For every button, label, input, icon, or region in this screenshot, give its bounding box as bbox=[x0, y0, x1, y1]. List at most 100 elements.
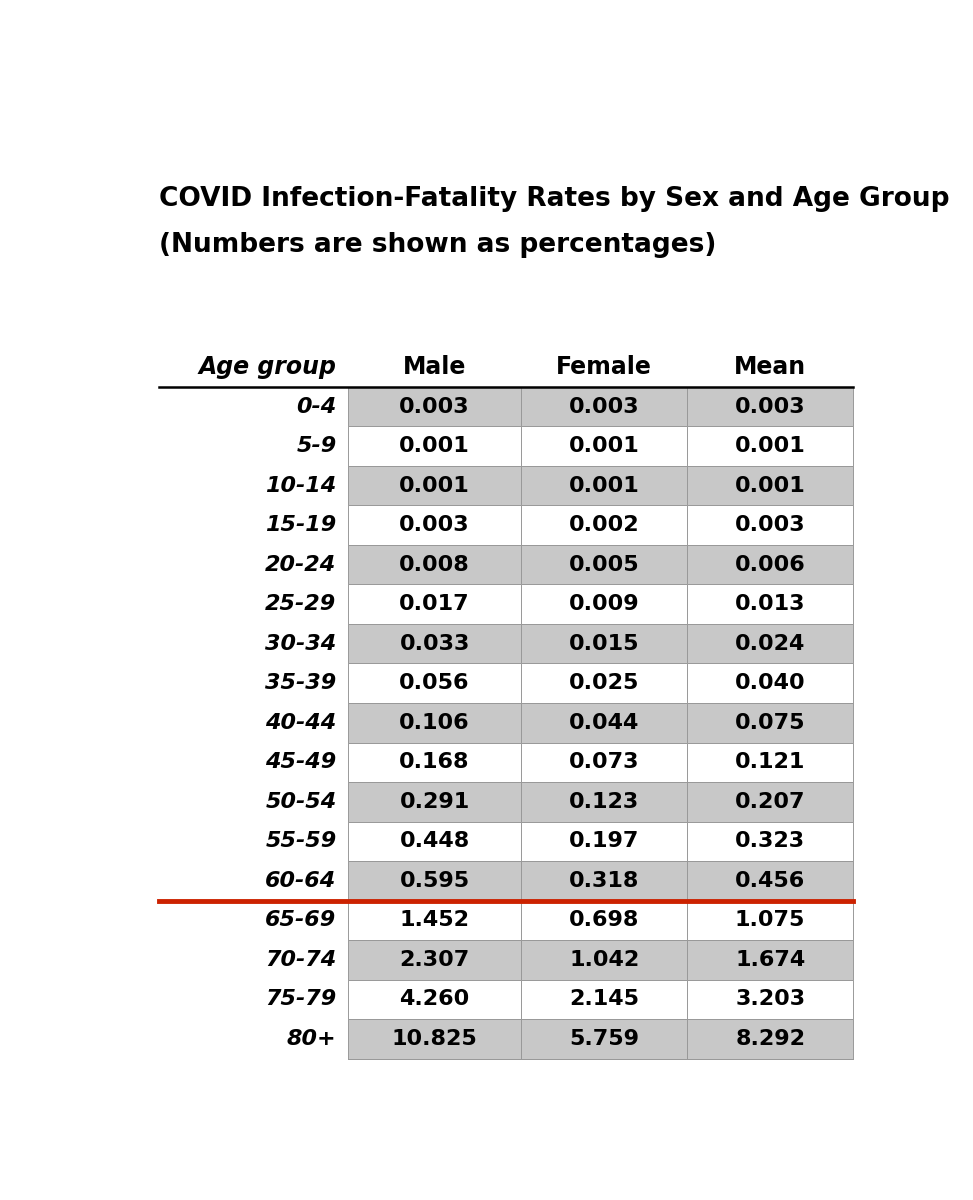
Text: 0.001: 0.001 bbox=[569, 475, 639, 496]
Text: 0.044: 0.044 bbox=[569, 713, 639, 733]
Text: 0.595: 0.595 bbox=[400, 871, 470, 890]
Bar bbox=[687, 862, 853, 901]
Bar bbox=[687, 743, 853, 782]
Text: 0.073: 0.073 bbox=[569, 752, 639, 773]
Bar bbox=[687, 822, 853, 862]
Bar bbox=[522, 822, 687, 862]
Text: 0.207: 0.207 bbox=[735, 792, 806, 812]
Bar bbox=[522, 979, 687, 1019]
Bar bbox=[348, 584, 522, 624]
Bar bbox=[687, 782, 853, 822]
Bar bbox=[348, 703, 522, 743]
Text: 60-64: 60-64 bbox=[266, 871, 337, 890]
Bar bbox=[348, 979, 522, 1019]
Text: 30-34: 30-34 bbox=[266, 634, 337, 654]
Bar bbox=[348, 1019, 522, 1058]
Bar bbox=[687, 466, 853, 505]
Text: 20-24: 20-24 bbox=[266, 554, 337, 575]
Bar bbox=[348, 822, 522, 862]
Text: 0.003: 0.003 bbox=[569, 396, 639, 416]
Text: 0.001: 0.001 bbox=[735, 436, 806, 456]
Text: 0.005: 0.005 bbox=[569, 554, 639, 575]
Text: 0.002: 0.002 bbox=[569, 515, 639, 535]
Text: 35-39: 35-39 bbox=[266, 673, 337, 694]
Text: 0.040: 0.040 bbox=[735, 673, 806, 694]
Bar bbox=[687, 1019, 853, 1058]
Bar bbox=[348, 624, 522, 664]
Text: 0.448: 0.448 bbox=[400, 832, 470, 851]
Bar bbox=[348, 466, 522, 505]
Bar bbox=[687, 624, 853, 664]
Text: 0.003: 0.003 bbox=[399, 396, 470, 416]
Text: 0.291: 0.291 bbox=[400, 792, 470, 812]
Text: 0.009: 0.009 bbox=[569, 594, 639, 614]
Text: 0.003: 0.003 bbox=[735, 515, 806, 535]
Bar bbox=[348, 862, 522, 901]
Text: 0.003: 0.003 bbox=[399, 515, 470, 535]
Text: 8.292: 8.292 bbox=[736, 1028, 805, 1049]
Text: 0.008: 0.008 bbox=[399, 554, 470, 575]
Bar bbox=[348, 505, 522, 545]
Text: 0.013: 0.013 bbox=[735, 594, 806, 614]
Text: 15-19: 15-19 bbox=[266, 515, 337, 535]
Text: 0.015: 0.015 bbox=[569, 634, 639, 654]
Text: Female: Female bbox=[557, 355, 652, 379]
Text: 0.318: 0.318 bbox=[569, 871, 639, 890]
Text: 0.033: 0.033 bbox=[399, 634, 470, 654]
Text: 0.106: 0.106 bbox=[399, 713, 470, 733]
Text: 55-59: 55-59 bbox=[266, 832, 337, 851]
Bar bbox=[522, 743, 687, 782]
Bar bbox=[522, 386, 687, 426]
Text: 0.017: 0.017 bbox=[399, 594, 470, 614]
Text: 50-54: 50-54 bbox=[266, 792, 337, 812]
Text: 0.001: 0.001 bbox=[569, 436, 639, 456]
Text: 65-69: 65-69 bbox=[266, 911, 337, 930]
Text: 1.075: 1.075 bbox=[735, 911, 806, 930]
Bar bbox=[687, 940, 853, 979]
Text: 0.001: 0.001 bbox=[399, 475, 470, 496]
Bar bbox=[348, 426, 522, 466]
Bar bbox=[348, 664, 522, 703]
Text: 0.197: 0.197 bbox=[569, 832, 639, 851]
Text: 3.203: 3.203 bbox=[735, 990, 806, 1009]
Bar bbox=[522, 584, 687, 624]
Text: 0.025: 0.025 bbox=[569, 673, 639, 694]
Bar bbox=[687, 703, 853, 743]
Text: 0.323: 0.323 bbox=[735, 832, 806, 851]
Bar bbox=[687, 545, 853, 584]
Text: 0.123: 0.123 bbox=[569, 792, 639, 812]
Bar bbox=[522, 466, 687, 505]
Text: 0.168: 0.168 bbox=[399, 752, 470, 773]
Bar bbox=[522, 782, 687, 822]
Text: 0.006: 0.006 bbox=[735, 554, 806, 575]
Bar bbox=[687, 386, 853, 426]
Text: 4.260: 4.260 bbox=[400, 990, 470, 1009]
Text: 1.674: 1.674 bbox=[735, 950, 806, 970]
Text: Age group: Age group bbox=[198, 355, 337, 379]
Bar bbox=[687, 664, 853, 703]
Bar bbox=[348, 386, 522, 426]
Bar bbox=[687, 979, 853, 1019]
Text: 0.121: 0.121 bbox=[735, 752, 806, 773]
Bar bbox=[522, 1019, 687, 1058]
Bar bbox=[522, 940, 687, 979]
Bar bbox=[687, 901, 853, 940]
Text: 0.024: 0.024 bbox=[735, 634, 806, 654]
Bar bbox=[522, 862, 687, 901]
Text: 1.452: 1.452 bbox=[400, 911, 470, 930]
Text: 10-14: 10-14 bbox=[266, 475, 337, 496]
Bar bbox=[522, 664, 687, 703]
Bar bbox=[522, 703, 687, 743]
Bar bbox=[687, 584, 853, 624]
Text: 0.003: 0.003 bbox=[735, 396, 806, 416]
Bar bbox=[687, 426, 853, 466]
Text: 25-29: 25-29 bbox=[266, 594, 337, 614]
Text: 0-4: 0-4 bbox=[297, 396, 337, 416]
Text: Mean: Mean bbox=[734, 355, 807, 379]
Text: 40-44: 40-44 bbox=[266, 713, 337, 733]
Bar bbox=[348, 782, 522, 822]
Bar bbox=[522, 901, 687, 940]
Text: 0.456: 0.456 bbox=[735, 871, 806, 890]
Bar bbox=[687, 505, 853, 545]
Text: 2.145: 2.145 bbox=[569, 990, 639, 1009]
